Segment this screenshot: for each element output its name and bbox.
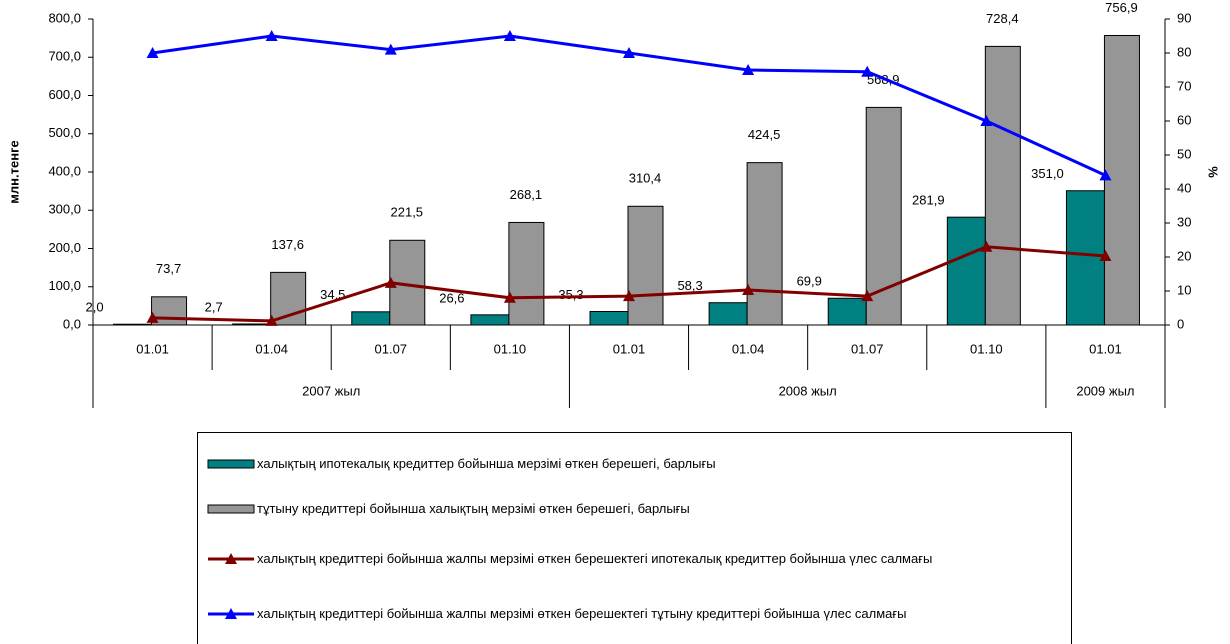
- x-tick-label: 01.10: [494, 341, 527, 356]
- legend-swatch-box: [207, 504, 255, 514]
- line-marker: [1099, 169, 1112, 181]
- y-tick-label: 400,0: [48, 163, 81, 178]
- y2-tick-label: 70: [1177, 78, 1191, 93]
- x-tick-label: 01.07: [851, 341, 884, 356]
- y2-tick-label: 0: [1177, 316, 1184, 331]
- legend-swatch-box: [207, 459, 255, 469]
- data-label: 2,7: [205, 299, 223, 314]
- bar: [946, 216, 986, 326]
- legend-swatch-marker: [225, 608, 237, 619]
- data-label: 281,9: [912, 193, 945, 208]
- y2-tick-label: 30: [1177, 214, 1191, 229]
- legend-swatch-marker: [225, 553, 237, 564]
- bar: [232, 323, 272, 326]
- y2-tick-label: 10: [1177, 282, 1191, 297]
- line-marker: [623, 47, 635, 58]
- line-marker: [146, 47, 159, 58]
- x-tick-label: 01.01: [613, 341, 646, 356]
- x-tick-label: 01.01: [1089, 341, 1122, 356]
- line-marker: [861, 290, 874, 302]
- line-marker: [384, 43, 397, 55]
- bar: [113, 323, 153, 326]
- line-marker: [742, 283, 755, 295]
- legend-label: халықтың кредиттері бойынша жалпы мерзім…: [257, 606, 907, 621]
- y-tick-label: 700,0: [48, 49, 81, 64]
- y-tick-label: 100,0: [48, 278, 81, 293]
- chart: млн.тенге % 0,0 100,0 200,0 300,0 400,0 500,0…: [6, 0, 1221, 408]
- line-marker: [265, 30, 278, 41]
- legend-label: халықтың ипотекалық кредиттер бойынша ме…: [257, 456, 716, 471]
- line-marker: [742, 64, 755, 75]
- x-tick-label: 01.04: [255, 341, 288, 356]
- bar: [984, 45, 1021, 326]
- y2-tick-label: 90: [1177, 10, 1191, 25]
- data-label: 756,9: [1105, 0, 1138, 15]
- group-label: 2007 жыл: [302, 383, 360, 398]
- x-tick-label: 01.07: [375, 341, 408, 356]
- y2-tick-label: 40: [1177, 180, 1191, 195]
- x-tick-label: 01.04: [732, 341, 765, 356]
- bar: [351, 311, 391, 326]
- data-label: 69,9: [797, 274, 822, 289]
- data-label: 221,5: [391, 205, 424, 220]
- y2-tick-label: 60: [1177, 112, 1191, 127]
- y2-axis-label: %: [1206, 166, 1221, 178]
- bar: [865, 106, 902, 326]
- data-label: 310,4: [629, 171, 662, 186]
- line-marker: [1099, 249, 1112, 261]
- bar: [708, 302, 748, 326]
- legend-label: халықтың кредиттері бойынша жалпы мерзім…: [257, 551, 933, 566]
- line-marker: [146, 311, 159, 323]
- y-tick-label: 600,0: [48, 87, 81, 102]
- y-tick-label: 200,0: [48, 240, 81, 255]
- data-label: 351,0: [1031, 166, 1064, 181]
- x-tick-label: 01.10: [970, 341, 1003, 356]
- group-label: 2009 жыл: [1076, 383, 1134, 398]
- data-label: 58,3: [677, 278, 702, 293]
- bar: [746, 162, 783, 326]
- y-tick-label: 300,0: [48, 202, 81, 217]
- legend-label: тұтыну кредиттері бойынша халықтың мерзі…: [257, 501, 690, 516]
- line-marker: [980, 115, 993, 126]
- bar: [1065, 190, 1105, 326]
- legend-swatch: [208, 553, 254, 564]
- line-marker: [265, 314, 278, 326]
- data-label: 26,6: [439, 290, 464, 305]
- x-tick-label: 01.01: [136, 341, 169, 356]
- line-marker: [503, 291, 516, 303]
- legend-swatch: [207, 504, 255, 514]
- data-label: 424,5: [748, 127, 781, 142]
- line-marker: [980, 240, 993, 252]
- y-tick-label: 800,0: [48, 10, 81, 25]
- bar: [470, 314, 510, 326]
- line-marker: [503, 30, 516, 41]
- data-label: 2,0: [86, 300, 104, 315]
- data-label: 35,3: [558, 287, 583, 302]
- y2-tick-label: 80: [1177, 44, 1191, 59]
- legend-swatch: [208, 608, 254, 619]
- y-axis-label: млн.тенге: [6, 140, 21, 203]
- bar: [508, 221, 545, 326]
- bar: [827, 297, 867, 326]
- y2-tick-label: 50: [1177, 146, 1191, 161]
- data-label: 137,6: [271, 237, 304, 252]
- bar: [627, 205, 664, 326]
- bar: [151, 296, 188, 326]
- y-tick-label: 0,0: [63, 316, 81, 331]
- data-label: 268,1: [510, 187, 543, 202]
- group-label: 2008 жыл: [779, 383, 837, 398]
- line-marker: [384, 276, 397, 288]
- y2-tick-label: 20: [1177, 248, 1191, 263]
- data-label: 73,7: [156, 261, 181, 276]
- bar: [589, 310, 629, 326]
- legend: халықтың ипотекалық кредиттер бойынша ме…: [197, 432, 1072, 644]
- line-marker: [623, 290, 635, 302]
- line-marker: [861, 65, 874, 77]
- y-tick-label: 500,0: [48, 125, 81, 140]
- legend-swatch: [207, 459, 255, 469]
- data-label: 728,4: [986, 11, 1019, 26]
